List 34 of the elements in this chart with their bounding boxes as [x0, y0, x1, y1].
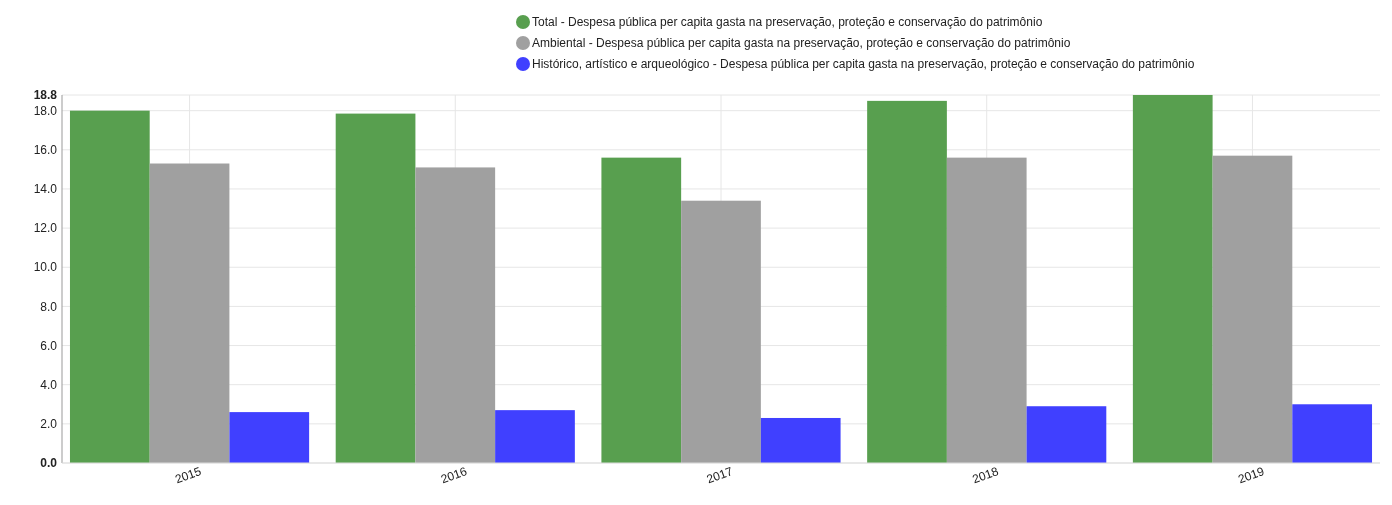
- bar: [1212, 155, 1293, 463]
- y-tick-label: 8.0: [40, 299, 58, 314]
- bar: [1292, 404, 1373, 463]
- y-tick-label: 16.0: [33, 143, 58, 158]
- bar: [1026, 406, 1107, 463]
- bar: [867, 100, 947, 463]
- y-tick-label: 6.0: [40, 338, 58, 353]
- y-tick-label: 12.0: [33, 221, 58, 236]
- bar: [415, 167, 496, 463]
- legend-label: Ambiental - Despesa pública per capita gasta na preservação, proteção e conservação do patrimônio: [532, 36, 1071, 51]
- bar: [1132, 95, 1213, 463]
- y-tick-label: 2.0: [40, 417, 58, 432]
- y-tick-label: 4.0: [40, 377, 58, 392]
- bar: [149, 163, 230, 463]
- bar: [601, 157, 682, 463]
- bar: [495, 410, 575, 463]
- y-tick-label: 10.0: [33, 260, 58, 275]
- x-tick-label: 2017: [704, 463, 735, 487]
- bar: [760, 417, 841, 463]
- x-tick-label: 2019: [1236, 463, 1267, 487]
- bar: [681, 200, 761, 463]
- bar: [946, 157, 1027, 463]
- y-tick-label: 18.8: [33, 88, 58, 103]
- x-tick-label: 2016: [438, 463, 470, 487]
- y-tick-label: 18.0: [33, 103, 58, 118]
- x-tick-label: 2018: [970, 463, 1001, 487]
- bar: [335, 113, 416, 463]
- y-tick-label: 0.0: [40, 456, 58, 471]
- x-tick-label: 2015: [173, 463, 204, 487]
- bar: [229, 412, 310, 463]
- legend-label: Histórico, artístico e arqueológico - Despesa pública per capita gasta na preservação, proteção e conservação do patrimônio: [532, 57, 1195, 72]
- y-tick-label: 14.0: [33, 182, 58, 197]
- bar: [69, 110, 150, 463]
- legend-label: Total - Despesa pública per capita gasta na preservação, proteção e conservação do patrimônio: [532, 15, 1043, 30]
